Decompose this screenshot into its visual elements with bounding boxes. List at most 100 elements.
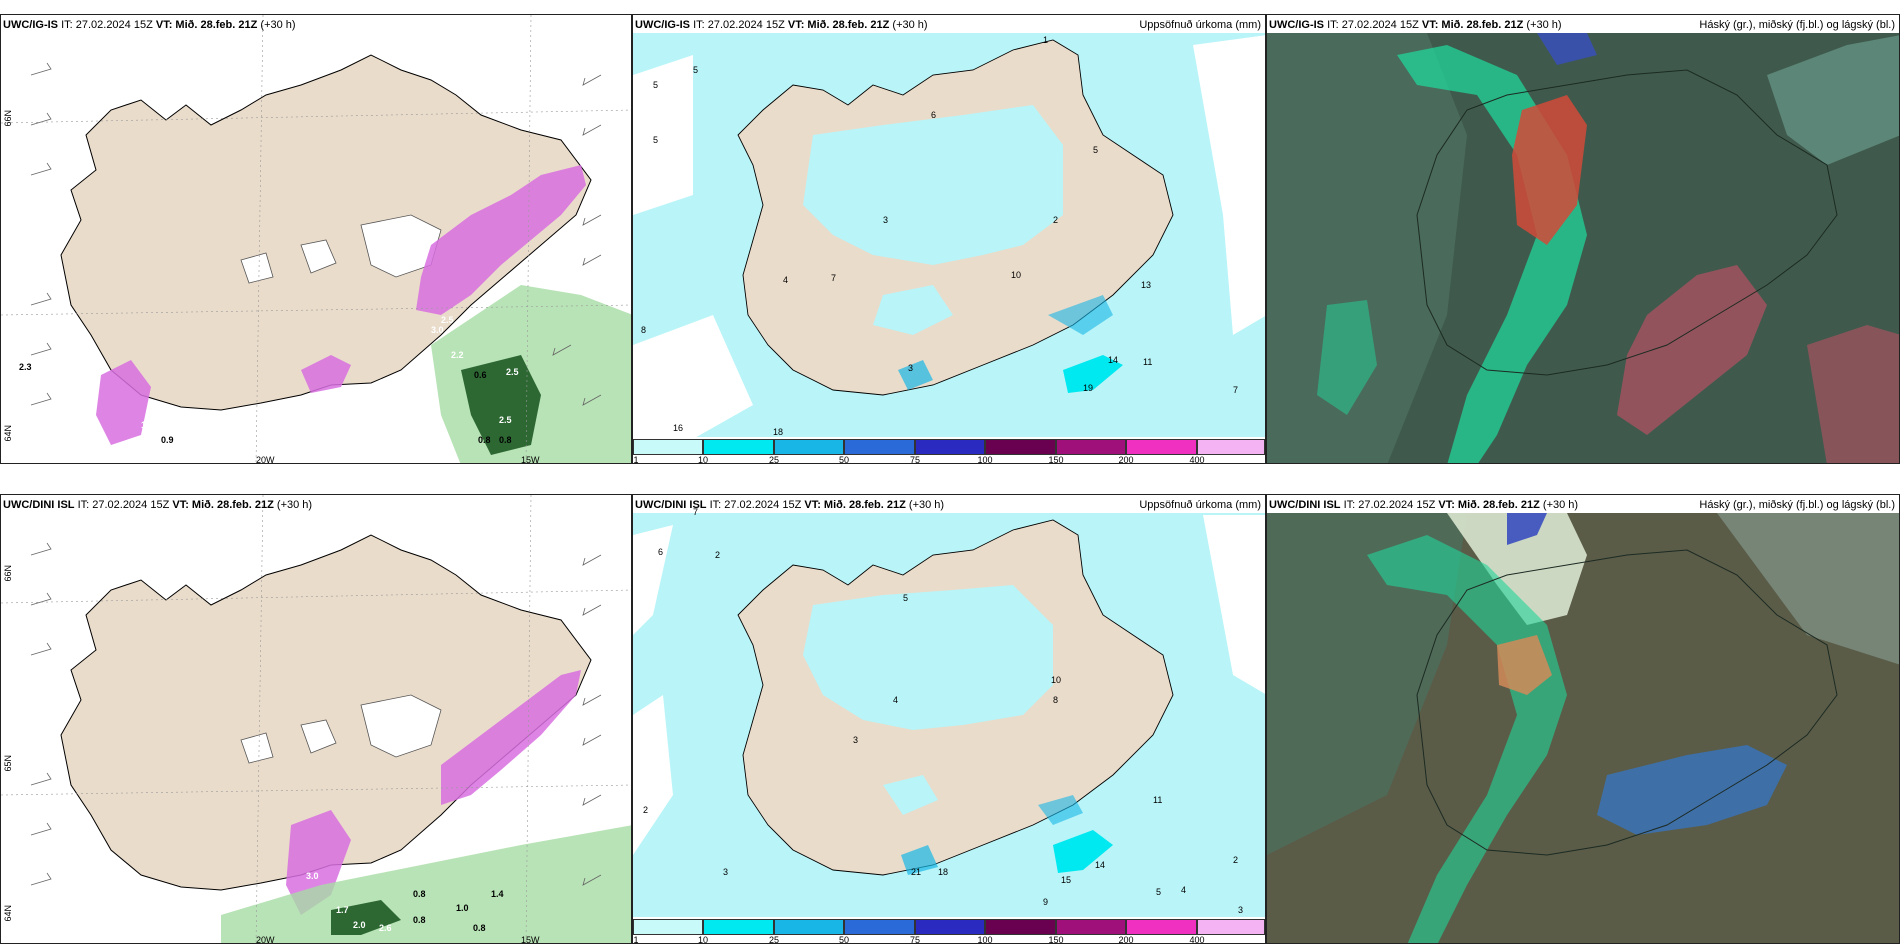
colorbar-swatch [633,919,703,935]
precip-value: 7 [693,507,699,517]
snow-value: 2.0 [353,920,366,930]
cloud-red-core [1497,635,1552,695]
precip-value: 4 [783,275,789,285]
glacier-langjokull [240,252,274,284]
snow-value: 1.0 [456,903,469,913]
valid-label: VT: [172,499,189,511]
precip-value: 19 [1083,383,1094,393]
valid-time: Mið. 28.feb. 21Z [1441,19,1524,31]
cloud-white-north [1447,513,1587,625]
glacier-vatnajokull [360,694,442,758]
colorbar-label: 50 [838,455,850,464]
valid-label: VT: [1421,19,1439,31]
lat-label-64: 64N [3,905,13,922]
lat-label-66: 66N [632,545,635,562]
lat-label-66: 66N [3,110,13,127]
snow-value: 0.8 [473,923,486,933]
init-time: IT: 27.02.2024 15Z [1343,499,1436,511]
snow-area-south [286,810,351,915]
precip-value: 2 [1053,215,1059,225]
panel-precip-dini: UWC/DINI ISL IT: 27.02.2024 15Z VT: Mið.… [632,494,1266,944]
glacier-hofsjokull [300,719,337,754]
lat-label-65: 65N [632,795,635,812]
precip-map [633,513,1265,919]
cloud-blue-north [1507,513,1547,545]
snow-value: 0.8 [413,915,426,925]
snow-value: 2.5 [441,315,454,325]
precip-value: 5 [653,135,659,145]
colorbar-swatch [774,919,844,935]
colorbar-label: 1 [633,455,639,464]
valid-label: VT: [155,19,173,31]
precip-value: 11 [1153,795,1163,805]
colorbar-swatch [703,919,774,935]
colorbar-label: 200 [1118,455,1134,464]
precip-value: 7 [831,273,837,283]
lat-label-65: 65N [3,755,13,772]
precip-value: 1 [1043,35,1049,45]
colorbar-swatch [985,919,1056,935]
valid-time: Mið. 28.feb. 21Z [807,19,890,31]
precip-max-offshore [1053,830,1113,873]
snow-value: 1.8 [141,420,154,430]
lead-time: (+30 h) [260,19,296,31]
valid-label: VT: [1438,499,1455,511]
precip-value: 4 [1181,885,1187,895]
precip-max-offshore [1063,355,1123,393]
rain-area-dark [331,900,401,935]
init-time: IT: 27.02.2024 15Z [61,19,153,31]
snow-value: 3.0 [306,871,319,881]
lat-label-64: 64N [3,425,13,442]
valid-time: Mið. 28.feb. 21Z [823,499,906,511]
panel-clouds-ig: UWC/IG-IS IT: 27.02.2024 15Z VT: Mið. 28… [1266,14,1900,464]
colorbar-label: 150 [1048,935,1064,944]
precip-value: 5 [1156,887,1162,897]
model-name: UWC/IG-IS [3,19,58,31]
snow-value: 2.3 [19,362,32,372]
lon-label-20w: 20W [256,455,275,464]
valid-time: Mið. 28.feb. 21Z [1457,499,1540,511]
snow-area-se [441,670,581,805]
glacier-hofsjokull [300,239,337,274]
cloud-teal-band [1367,535,1567,943]
init-time: IT: 27.02.2024 15Z [693,19,785,31]
wind-map [1,495,631,943]
snow-value: 0.8 [413,889,426,899]
colorbar-label: 75 [909,935,921,944]
colorbar-swatch [1197,439,1265,455]
panel-precip-ig: UWC/IG-IS IT: 27.02.2024 15Z VT: Mið. 28… [632,14,1266,464]
cloud-map [1267,33,1899,463]
colorbar-swatch [633,439,703,455]
precip-value: 2 [715,550,721,560]
glacier-langjokull [240,732,274,764]
snow-value: 0.8 [478,435,491,445]
rain-area-dark [461,355,541,455]
precip-value: 11 [1143,357,1153,367]
colorbar-swatch [1126,439,1197,455]
model-name: UWC/DINI ISL [635,499,707,511]
precip-value: 8 [1053,695,1059,705]
colorbar-swatch [985,439,1056,455]
iceland-outline [1416,69,1838,376]
precip-value: 3 [723,867,729,877]
colorbar-swatch [915,439,985,455]
cloud-blue-southeast [1597,745,1787,835]
lon-label-15w: 15W [521,455,540,464]
snow-area-se [416,165,586,315]
lead-time: (+30 h) [892,19,928,31]
colorbar-swatch [1056,919,1126,935]
init-time: IT: 27.02.2024 15Z [77,499,170,511]
cloud-red-core [1512,95,1587,245]
snow-value: 2.2 [451,350,464,360]
panel-wind-ig: UWC/IG-IS IT: 27.02.2024 15Z VT: Mið. 28… [0,14,632,464]
precip-max-south [898,360,933,390]
cloud-map [1267,513,1899,943]
precip-value: 2 [643,805,649,815]
snow-value: 1.4 [491,889,504,899]
precip-value: 4 [893,695,899,705]
snow-value: 2.6 [379,923,392,933]
lead-time: (+30 h) [908,499,945,511]
panel-title: Háský (gr.), miðský (fj.bl.) og lágský (… [1699,19,1895,31]
panel-header: UWC/IG-IS IT: 27.02.2024 15Z VT: Mið. 28… [3,19,296,31]
precip-colorbar: 1 10 25 50 75 100 150 200 400 [633,437,1265,463]
